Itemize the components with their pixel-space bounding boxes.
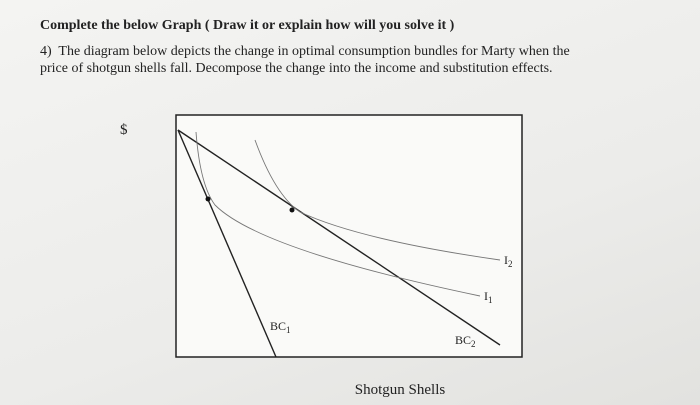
curve-label: I2 bbox=[504, 253, 513, 269]
curve-label: BC1 bbox=[270, 319, 291, 335]
curve-label: I1 bbox=[484, 289, 493, 305]
graph-box bbox=[175, 114, 523, 358]
y-axis-label: $ bbox=[120, 122, 128, 138]
label-text: I bbox=[504, 253, 508, 267]
label-sub: 1 bbox=[488, 295, 493, 305]
indifference-curve bbox=[195, 131, 481, 297]
label-text: BC bbox=[270, 319, 286, 333]
curve-label: BC2 bbox=[455, 333, 476, 349]
budget-line bbox=[177, 129, 277, 358]
label-sub: 2 bbox=[471, 339, 476, 349]
label-sub: 2 bbox=[508, 259, 513, 269]
question-line: 4) The diagram below depicts the change … bbox=[40, 44, 570, 60]
label-sub: 1 bbox=[286, 325, 291, 335]
x-axis-label: Shotgun Shells bbox=[355, 382, 446, 398]
optimum-point bbox=[289, 207, 295, 213]
label-text: I bbox=[484, 289, 488, 303]
question-number: 4) bbox=[40, 44, 52, 59]
budget-line bbox=[177, 129, 501, 346]
question-line: price of shotgun shells fall. Decompose … bbox=[40, 61, 553, 76]
label-text: BC bbox=[455, 333, 471, 347]
title: Complete the below Graph ( Draw it or ex… bbox=[40, 18, 455, 33]
optimum-point bbox=[205, 196, 211, 202]
indifference-curve bbox=[254, 139, 501, 261]
question-text: The diagram below depicts the change in … bbox=[58, 44, 570, 59]
